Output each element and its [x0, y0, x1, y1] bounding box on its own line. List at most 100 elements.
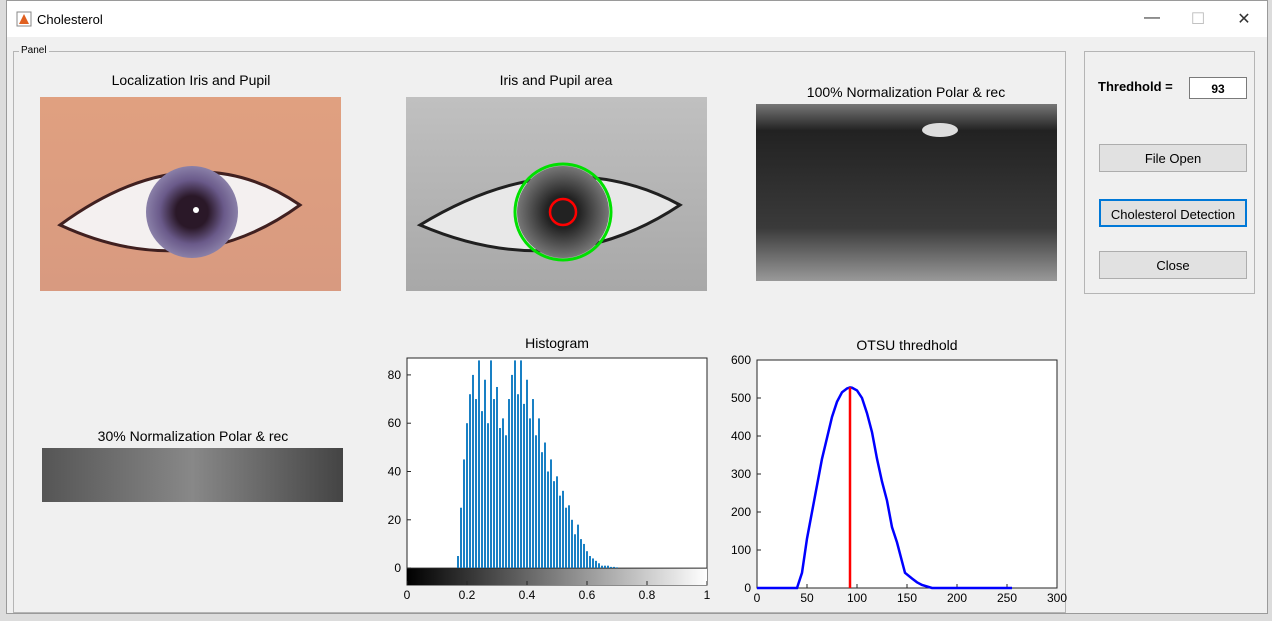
histogram-bar: [577, 524, 579, 569]
histogram-bar: [469, 394, 471, 569]
histogram-bar: [490, 360, 492, 569]
polar-image-small: [42, 448, 343, 502]
histogram-bar: [481, 411, 483, 569]
histogram-bar: [601, 565, 603, 569]
histogram-bar: [583, 543, 585, 569]
control-panel: Thredhold = 93 File Open Cholesterol Det…: [1084, 51, 1255, 294]
y-tick-label: 500: [731, 391, 751, 405]
image-title: Localization Iris and Pupil: [112, 72, 271, 88]
histogram-bar: [493, 399, 495, 569]
histogram-bar: [559, 495, 561, 569]
x-tick-label: 250: [997, 591, 1017, 605]
histogram-bar: [553, 481, 555, 569]
app-icon: [16, 11, 32, 27]
histogram-bar: [595, 560, 597, 569]
x-tick-label: 0.4: [519, 588, 536, 602]
title-bar: Cholesterol — ☐ ✕: [7, 1, 1267, 37]
histogram-bar: [529, 418, 531, 569]
histogram-bar: [607, 565, 609, 569]
y-tick-label: 40: [388, 465, 402, 479]
close-button[interactable]: Close: [1099, 251, 1247, 279]
histogram-bar: [535, 435, 537, 569]
otsu-curve: [757, 386, 1012, 590]
histogram-bar: [565, 507, 567, 569]
maximize-button[interactable]: ☐: [1190, 11, 1206, 28]
polar-image: [756, 104, 1057, 281]
histogram-bar: [514, 360, 516, 569]
histogram-bar: [541, 452, 543, 569]
y-tick-label: 400: [731, 429, 751, 443]
histogram-bar: [484, 379, 486, 569]
x-tick-label: 0.8: [639, 588, 656, 602]
close-window-button[interactable]: ✕: [1237, 11, 1251, 28]
histogram-bar: [475, 399, 477, 569]
x-tick-label: 0: [404, 588, 411, 602]
image-title: 100% Normalization Polar & rec: [807, 84, 1005, 100]
file-open-button[interactable]: File Open: [1099, 144, 1247, 172]
histogram-bar: [472, 374, 474, 569]
y-tick-label: 20: [388, 513, 402, 527]
histogram-bar: [499, 428, 501, 569]
y-tick-label: 300: [731, 467, 751, 481]
gray-eye-image: [406, 97, 707, 291]
histogram-bar: [478, 360, 480, 569]
histogram-bar: [580, 539, 582, 569]
histogram-bar: [616, 567, 618, 569]
plot-area: [756, 359, 1058, 589]
window-title: Cholesterol: [37, 12, 103, 27]
histogram-bar: [523, 403, 525, 569]
histogram-bar: [586, 551, 588, 569]
histogram-bar: [463, 459, 465, 569]
x-tick-label: 300: [1047, 591, 1067, 605]
x-tick-label: 150: [897, 591, 917, 605]
y-tick-label: 100: [731, 543, 751, 557]
histogram-bar: [556, 476, 558, 569]
histogram-bar: [520, 360, 522, 569]
panel-label: Panel: [19, 45, 49, 56]
image-title: 30% Normalization Polar & rec: [98, 428, 289, 444]
histogram-bar: [502, 418, 504, 569]
y-tick-label: 80: [388, 368, 402, 382]
x-tick-label: 50: [800, 591, 814, 605]
histogram-bar: [538, 418, 540, 569]
minimize-button[interactable]: —: [1144, 9, 1160, 26]
threshold-label: Thredhold =: [1098, 79, 1173, 94]
y-tick-label: 600: [731, 353, 751, 367]
histogram-bar: [571, 519, 573, 569]
x-tick-label: 1: [704, 588, 711, 602]
histogram-bar: [610, 566, 612, 569]
colorbar: [407, 568, 707, 585]
chart-title: OTSU thredhold: [856, 337, 957, 353]
histogram-bar: [598, 563, 600, 569]
histogram-bar: [466, 423, 468, 569]
x-tick-label: 0: [754, 591, 761, 605]
y-tick-label: 0: [394, 561, 401, 575]
image-title: Iris and Pupil area: [500, 72, 613, 88]
histogram-bar: [511, 374, 513, 569]
detect-button[interactable]: Cholesterol Detection: [1099, 199, 1247, 227]
histogram-bar: [574, 534, 576, 569]
histogram-bar: [508, 399, 510, 569]
histogram-bar: [589, 556, 591, 569]
chart-title: Histogram: [525, 335, 589, 351]
histogram-bar: [544, 442, 546, 569]
histogram-bar: [496, 386, 498, 569]
histogram-bar: [613, 566, 615, 569]
y-tick-label: 0: [744, 581, 751, 595]
histogram-bar: [505, 435, 507, 569]
histogram-bar: [532, 399, 534, 569]
threshold-input[interactable]: 93: [1189, 77, 1247, 99]
histogram-bar: [526, 379, 528, 569]
histogram-bar: [517, 394, 519, 569]
panel: [13, 51, 1066, 613]
histogram-bar: [547, 471, 549, 569]
histogram-bar: [460, 507, 462, 569]
x-tick-label: 0.6: [579, 588, 596, 602]
x-tick-label: 0.2: [459, 588, 476, 602]
x-tick-label: 100: [847, 591, 867, 605]
histogram-bar: [457, 556, 459, 569]
y-tick-label: 200: [731, 505, 751, 519]
x-tick-label: 200: [947, 591, 967, 605]
histogram-bar: [568, 505, 570, 569]
